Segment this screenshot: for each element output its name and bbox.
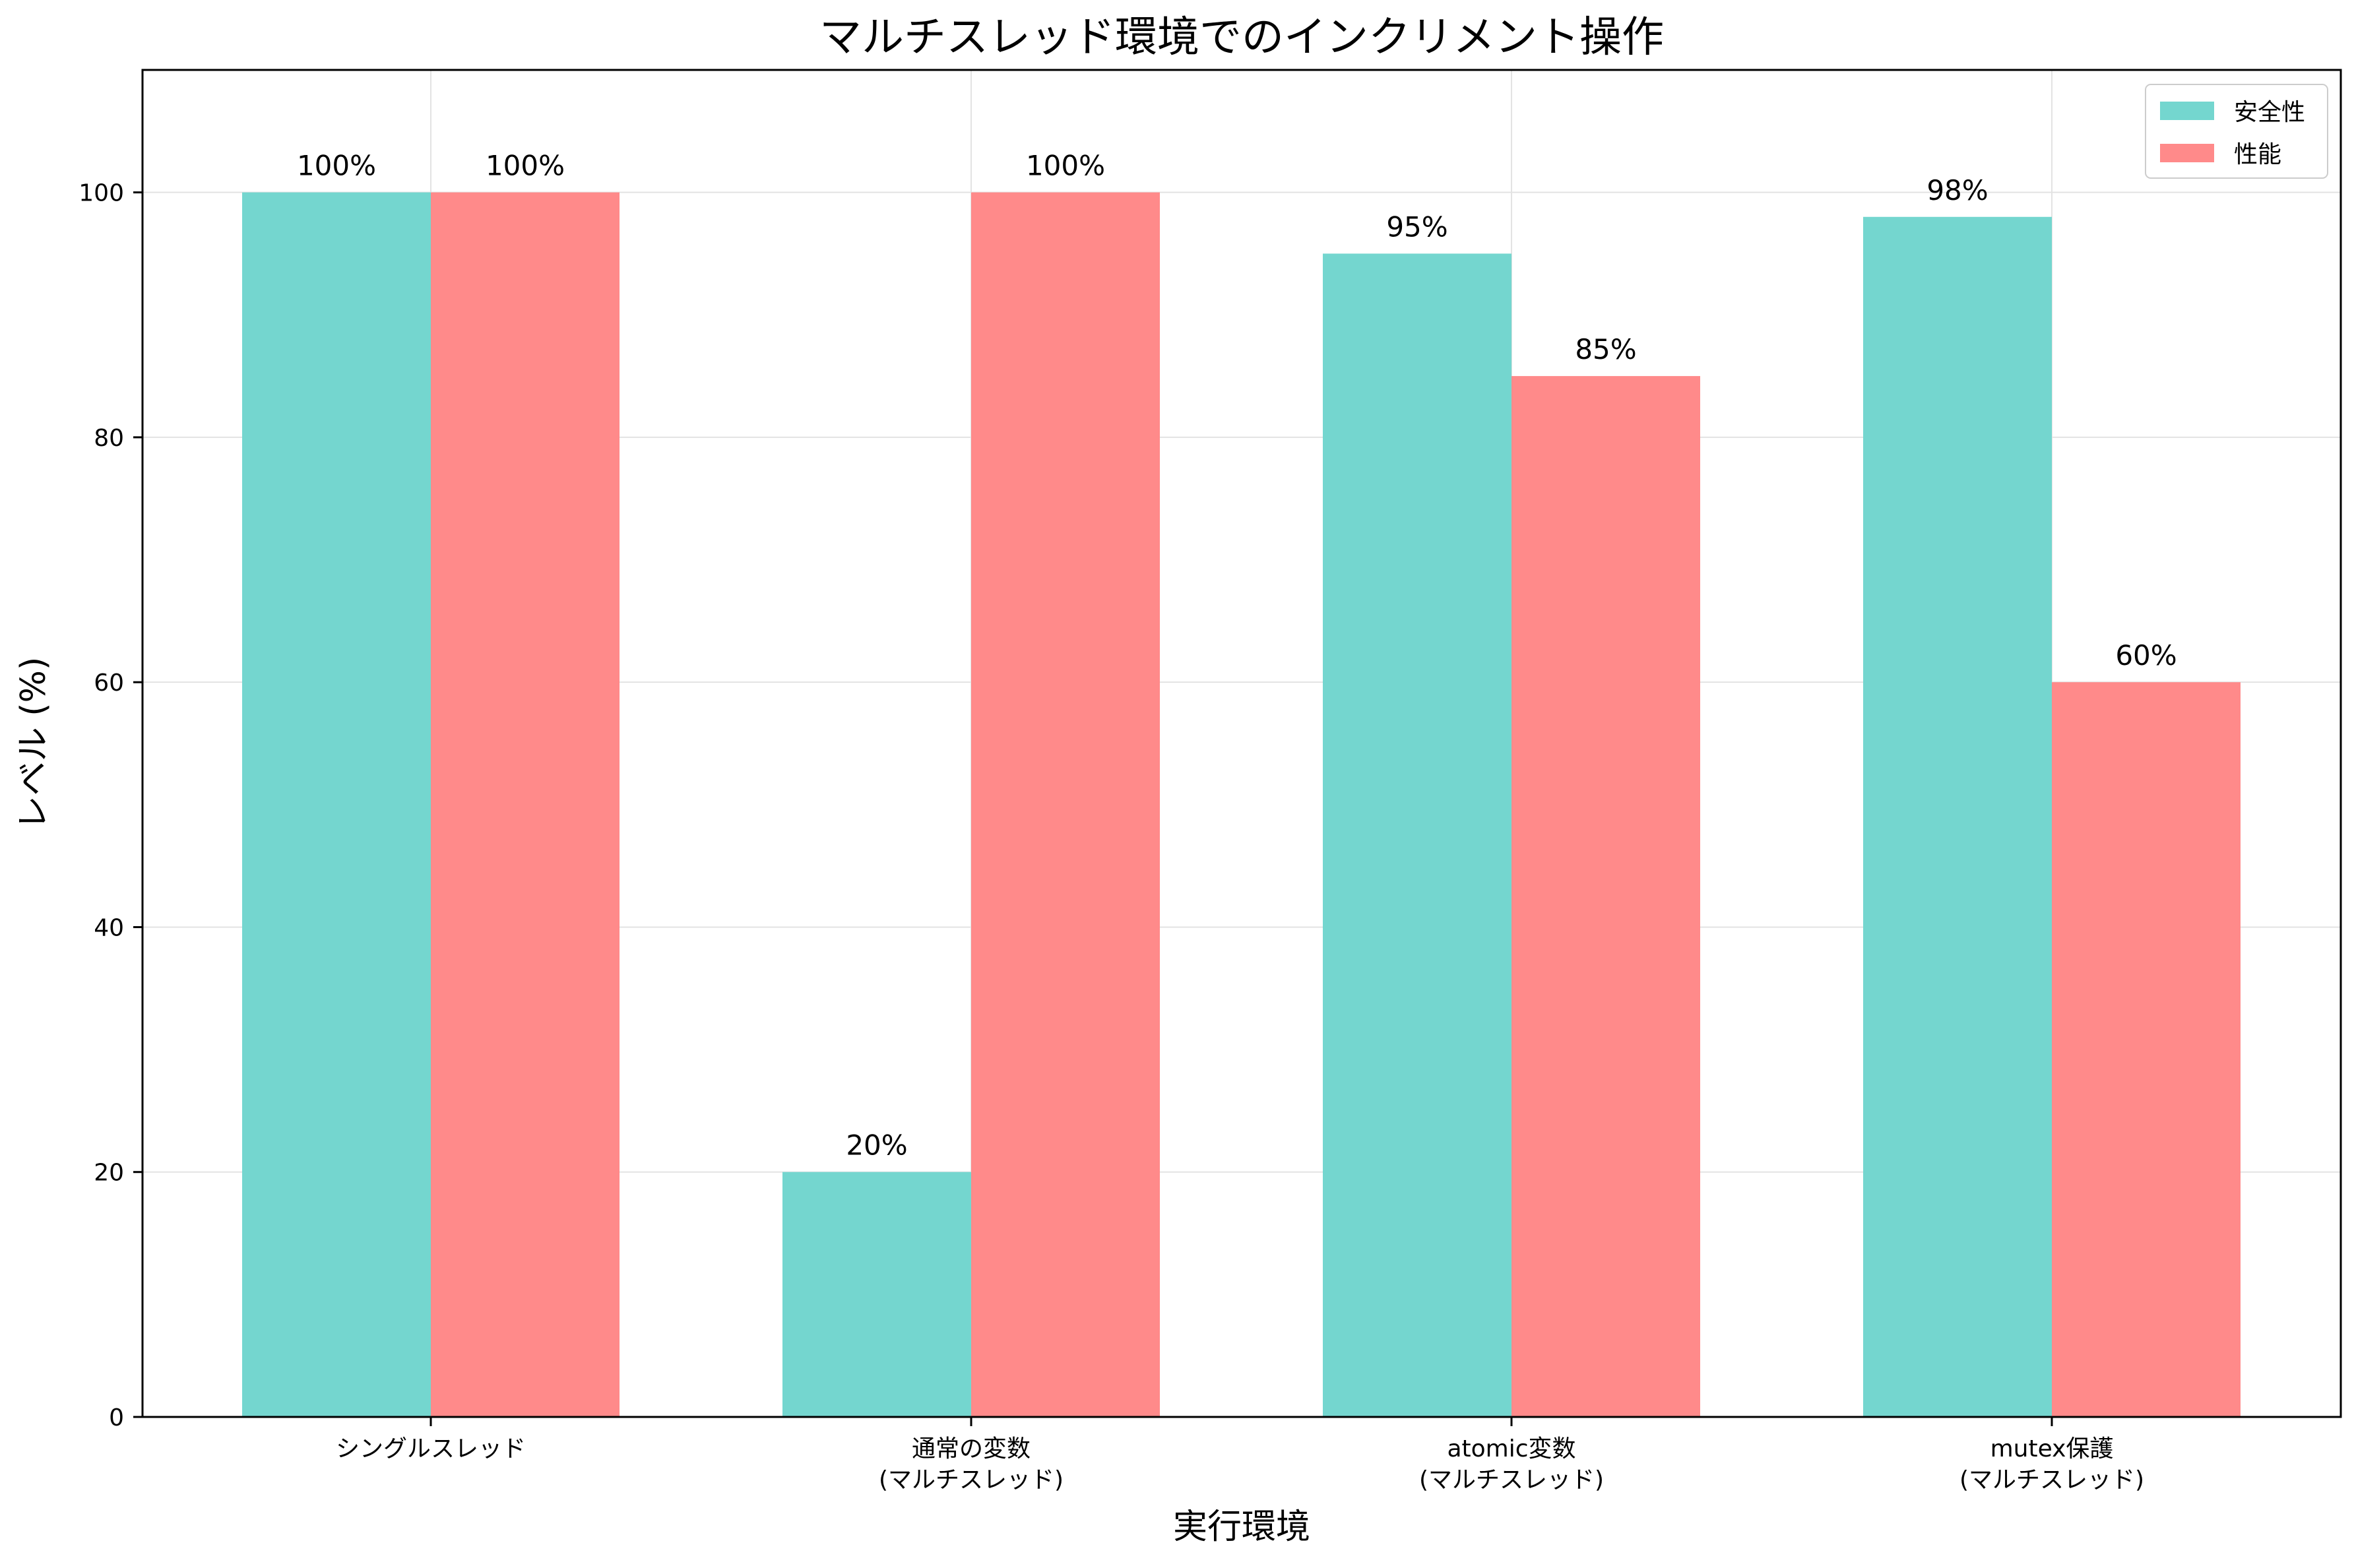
x-tick-label-line: (マルチスレッド) [1419, 1466, 1604, 1493]
data-label: 20% [846, 1129, 907, 1162]
bar-performance [971, 192, 1160, 1417]
chart-title: マルチスレッド環境でのインクリメント操作 [819, 13, 1664, 62]
legend-label: 性能 [2234, 141, 2281, 168]
x-tick-label: mutex保護 (マルチスレッド) [1959, 1435, 2144, 1493]
bar-safety [1863, 216, 2052, 1417]
data-label: 85% [1575, 333, 1636, 365]
legend-swatch [2160, 144, 2214, 162]
legend-label: 安全性 [2234, 99, 2305, 126]
data-labels-layer: 100% 20% 95% 98% 100% 100% 85% 60% [297, 150, 2177, 1162]
data-label: 95% [1386, 210, 1447, 243]
x-tick-label: シングルスレッド [336, 1435, 526, 1462]
bar-performance [2052, 682, 2241, 1417]
x-tick-label-line: atomic変数 [1447, 1435, 1575, 1462]
y-tick-label: 100 [79, 180, 124, 207]
bar-performance [431, 192, 620, 1417]
y-tick-label: 40 [94, 914, 124, 941]
data-label: 100% [297, 150, 376, 182]
x-tick-label-line: シングルスレッド [336, 1435, 526, 1462]
x-axis-title: 実行環境 [1173, 1507, 1310, 1547]
bar-safety [1323, 253, 1511, 1417]
x-tick-label-line: (マルチスレッド) [1959, 1466, 2144, 1493]
y-axis-title: レベル (%) [14, 657, 53, 831]
bars-layer [242, 192, 2241, 1418]
legend-swatch [2160, 102, 2214, 120]
x-tick-label-line: mutex保護 [1990, 1435, 2114, 1462]
data-label: 60% [2115, 639, 2177, 672]
y-tick-label: 20 [94, 1160, 124, 1187]
bar-performance [1511, 376, 1700, 1418]
data-label: 100% [1026, 150, 1105, 182]
y-tick-label: 60 [94, 670, 124, 697]
bar-safety [782, 1172, 971, 1417]
x-tick-label-line: 通常の変数 [912, 1435, 1031, 1462]
x-tick-label: atomic変数 (マルチスレッド) [1419, 1435, 1604, 1493]
y-tick-label: 80 [94, 425, 124, 452]
y-tick-label: 0 [109, 1404, 124, 1431]
bar-safety [242, 192, 431, 1417]
data-label: 100% [486, 150, 565, 182]
data-label: 98% [1926, 174, 1988, 206]
x-tick-label-line: (マルチスレッド) [879, 1466, 1064, 1493]
x-tick-label: 通常の変数 (マルチスレッド) [879, 1435, 1064, 1493]
plot-frame [141, 69, 2342, 1418]
